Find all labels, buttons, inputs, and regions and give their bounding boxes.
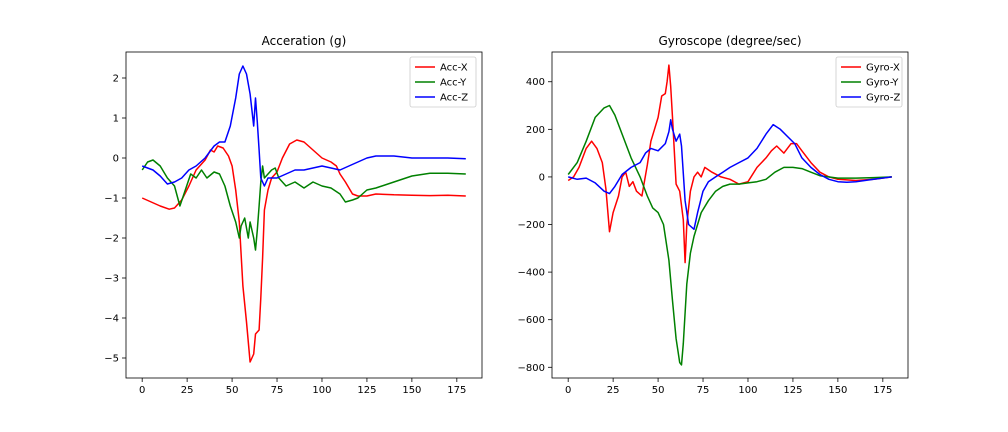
x-tick-label: 25 — [607, 385, 620, 396]
x-tick-label: 75 — [697, 385, 710, 396]
x-tick-label: 50 — [652, 385, 665, 396]
y-tick-label: −4 — [104, 314, 119, 325]
legend-label: Acc-Y — [440, 78, 467, 89]
legend-label: Acc-Z — [440, 93, 468, 104]
legend: Acc-X Acc-Y Acc-Z — [410, 57, 476, 107]
y-tick-label: −2 — [104, 234, 119, 245]
chart-title: Acceration (g) — [262, 34, 347, 48]
legend-label: Gyro-Y — [866, 78, 899, 89]
y-tick-label: 400 — [526, 77, 545, 88]
y-tick-label: 0 — [539, 172, 545, 183]
x-tick-label: 25 — [181, 385, 194, 396]
chart-panel-2: Gyroscope (degree/sec) 0 25 50 75 100 125 150 17… — [518, 34, 908, 396]
x-tick-label: 150 — [828, 385, 847, 396]
series-line-acc-y — [142, 160, 466, 250]
legend-label: Gyro-Z — [866, 93, 900, 104]
x-tick-label: 50 — [226, 385, 239, 396]
y-tick-label: −600 — [518, 315, 545, 326]
series-line-gyro-y — [568, 106, 892, 365]
y-tick-label: 1 — [113, 114, 119, 125]
x-tick-label: 150 — [402, 385, 421, 396]
x-tick-label: 125 — [357, 385, 376, 396]
y-tick-label: −800 — [518, 363, 545, 374]
chart-title: Gyroscope (degree/sec) — [658, 34, 801, 48]
y-tick-label: 0 — [113, 154, 119, 165]
y-tick-label: −1 — [104, 194, 119, 205]
x-tick-label: 175 — [873, 385, 892, 396]
x-tick-label: 100 — [312, 385, 331, 396]
x-tick-label: 0 — [139, 385, 145, 396]
y-tick-label: −400 — [518, 268, 545, 279]
legend-label: Acc-X — [440, 63, 468, 74]
x-tick-label: 0 — [565, 385, 571, 396]
x-tick-label: 125 — [783, 385, 802, 396]
y-tick-label: −3 — [104, 274, 119, 285]
y-tick-label: 200 — [526, 125, 545, 136]
legend-label: Gyro-X — [866, 63, 900, 74]
series-line-gyro-z — [568, 120, 892, 230]
y-tick-label: −200 — [518, 220, 545, 231]
x-tick-label: 175 — [447, 385, 466, 396]
x-tick-label: 75 — [271, 385, 284, 396]
y-tick-label: 2 — [113, 74, 119, 85]
y-tick-label: −5 — [104, 354, 119, 365]
chart-panel-1: Acceration (g) 0 25 50 75 100 125 150 175 −5 −4 −3 −… — [104, 34, 482, 396]
legend: Gyro-X Gyro-Y Gyro-Z — [836, 57, 902, 107]
x-tick-label: 100 — [738, 385, 757, 396]
